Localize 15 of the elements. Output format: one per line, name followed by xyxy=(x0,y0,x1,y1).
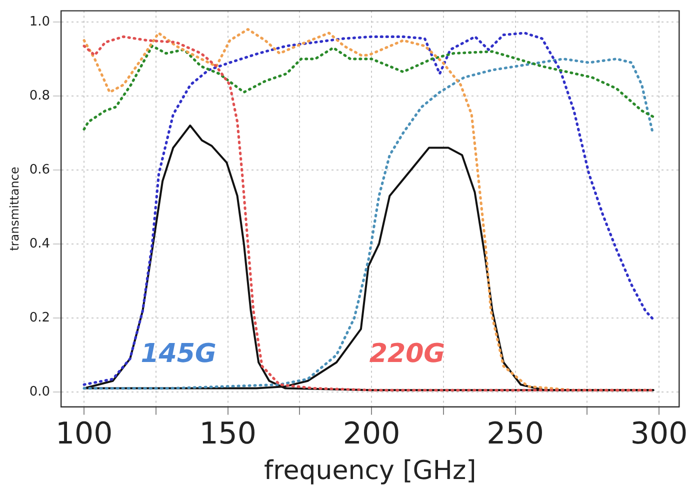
y-tick-label: 0.0 xyxy=(29,384,50,400)
y-axis-title: transmittance xyxy=(7,166,22,251)
x-axis-title: frequency [GHz] xyxy=(264,456,476,486)
annotation: 145G xyxy=(140,339,216,370)
x-tick-label: 200 xyxy=(342,416,400,452)
y-tick-label: 0.6 xyxy=(29,162,50,178)
y-tick-label: 1.0 xyxy=(29,14,50,30)
x-tick-label: 150 xyxy=(199,416,256,452)
y-tick-label: 0.4 xyxy=(29,236,50,252)
y-tick-label: 0.2 xyxy=(29,310,50,326)
x-tick-label: 250 xyxy=(486,416,544,452)
x-tick-label: 100 xyxy=(55,416,113,452)
x-tick-label: 300 xyxy=(630,416,688,452)
y-tick-label: 0.8 xyxy=(29,88,50,104)
annotation: 220G xyxy=(369,339,446,370)
